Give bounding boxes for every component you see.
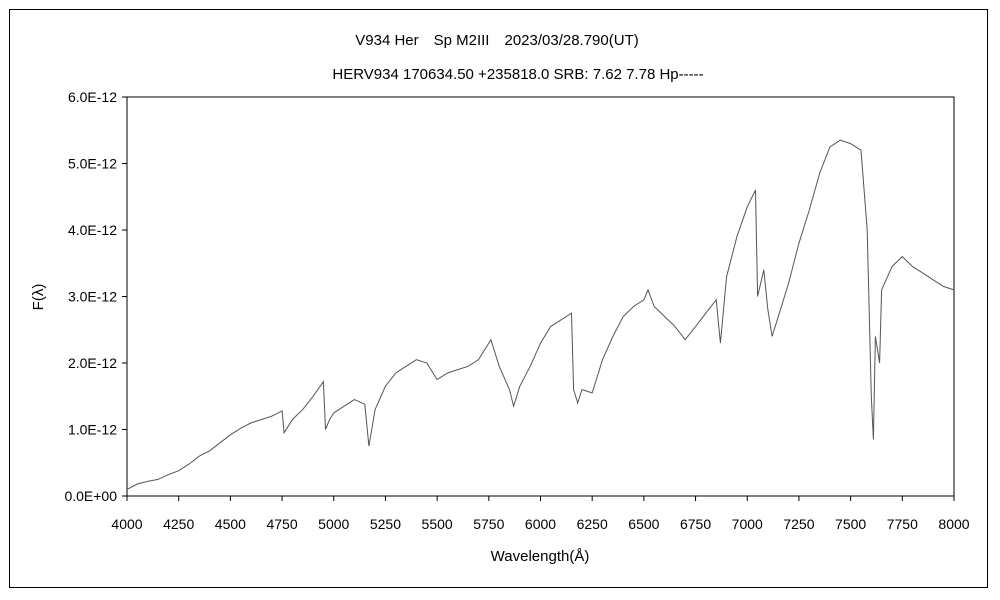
x-tick-label: 5500 (422, 516, 453, 532)
chart-subtitle: HERV934 170634.50 +235818.0 SRB: 7.62 7.… (332, 66, 703, 83)
x-tick-label: 6250 (577, 516, 608, 532)
chart-frame (9, 9, 988, 588)
y-axis-label: F(λ) (30, 284, 47, 311)
x-tick-label: 7250 (783, 516, 814, 532)
x-tick-label: 6750 (680, 516, 711, 532)
x-axis-ticks: 4000 4250 4500 4750 5000 5250 5500 5750 6000 6250… (111, 496, 970, 532)
y-tick-label: 3.0E-12 (68, 289, 117, 305)
y-tick-label: 5.0E-12 (68, 156, 117, 172)
x-tick-label: 7500 (835, 516, 866, 532)
y-tick-label: 6.0E-12 (68, 89, 117, 105)
x-tick-label: 7750 (887, 516, 918, 532)
x-tick-label: 5000 (318, 516, 349, 532)
x-tick-label: 4750 (266, 516, 297, 532)
x-tick-label: 4250 (163, 516, 194, 532)
y-tick-label: 0.0E+00 (64, 488, 117, 504)
spectrum-line (126, 139, 955, 490)
plot-area (126, 96, 955, 497)
x-tick-label: 7000 (732, 516, 763, 532)
x-tick-label: 4000 (111, 516, 142, 532)
x-tick-label: 5750 (473, 516, 504, 532)
x-tick-label: 6500 (628, 516, 659, 532)
x-tick-label: 6000 (525, 516, 556, 532)
y-axis-ticks: 0.0E+00 1.0E-12 2.0E-12 3.0E-12 4.0E-12 5.0E-… (64, 89, 127, 504)
y-tick-label: 1.0E-12 (68, 422, 117, 438)
x-tick-label: 5250 (370, 516, 401, 532)
x-tick-label: 8000 (938, 516, 969, 532)
y-tick-label: 4.0E-12 (68, 222, 117, 238)
y-tick-label: 2.0E-12 (68, 355, 117, 371)
chart-title: V934 Her Sp M2III 2023/03/28.790(UT) (355, 32, 638, 49)
x-axis-label: Wavelength(Å) (491, 548, 590, 565)
x-tick-label: 4500 (215, 516, 246, 532)
